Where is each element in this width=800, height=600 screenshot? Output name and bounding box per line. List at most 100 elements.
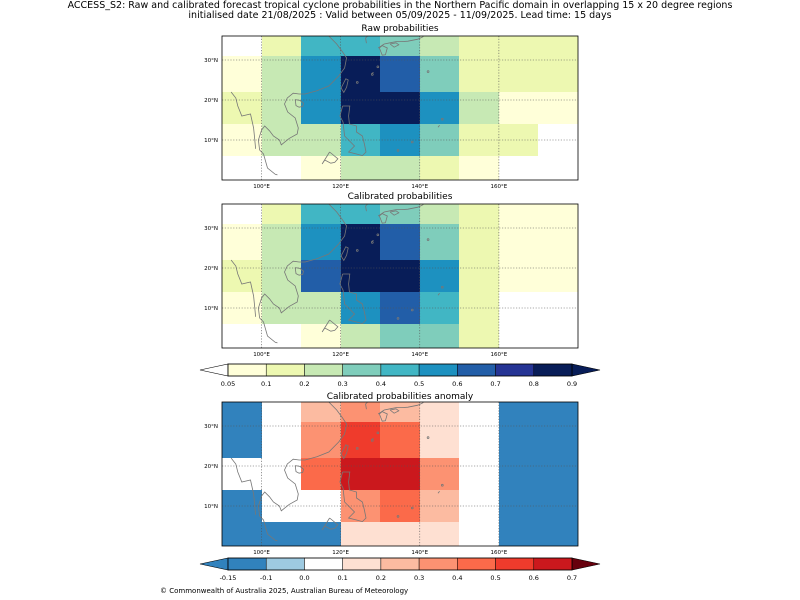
heatmap-cell — [380, 422, 421, 459]
heatmap-cell — [459, 402, 500, 423]
coastline — [321, 517, 339, 531]
heatmap-cell — [459, 458, 500, 491]
coastline — [339, 105, 367, 157]
colorbar-segment — [227, 363, 267, 377]
coastlines — [230, 204, 444, 344]
heatmap-cell — [578, 56, 619, 93]
heatmap-cell — [578, 124, 619, 157]
heatmap-cell — [578, 292, 619, 325]
heatmap-cell — [499, 402, 539, 423]
heatmap-cell — [538, 422, 578, 459]
colorbar-segment — [380, 557, 420, 571]
colorbar-segment — [304, 363, 343, 377]
gridlines — [222, 402, 578, 546]
y-tick-label: 30°N — [204, 58, 218, 64]
y-tick-label: 30°N — [204, 226, 218, 232]
island — [396, 515, 400, 518]
colorbar-tick-label: 0.1 — [337, 574, 347, 582]
x-tick-label: 140°E — [411, 184, 428, 190]
heatmap-cell — [538, 36, 578, 57]
heatmap-cell — [499, 324, 539, 348]
heatmap-cell — [262, 422, 302, 459]
heatmap-cell — [459, 292, 500, 325]
island — [396, 149, 400, 152]
coastline — [257, 204, 348, 344]
colorbar-tick-label: 0.7 — [567, 574, 577, 582]
colorbar-segment — [380, 363, 420, 377]
heatmap-cell — [222, 324, 263, 348]
heatmap-cell — [578, 402, 619, 423]
coastline — [294, 99, 304, 108]
heatmap-cell — [301, 92, 342, 125]
heatmap-cell — [262, 458, 302, 491]
y-tick-label: 20°N — [204, 464, 218, 470]
heatmap-cell — [301, 36, 342, 57]
island — [371, 73, 374, 76]
coastline — [230, 457, 256, 515]
heatmap-cell — [222, 56, 263, 93]
colorbar-tick-label: 0.3 — [414, 574, 424, 582]
coastline — [365, 402, 368, 410]
x-tick-label: 100°E — [253, 550, 270, 556]
y-tick-label: 10°N — [204, 504, 218, 510]
colorbar-over-arrow — [571, 363, 601, 377]
heatmap-cell — [222, 204, 263, 225]
colorbar-frame — [227, 363, 573, 377]
heatmap-cell — [459, 422, 500, 459]
heatmap-cell — [380, 156, 421, 180]
heatmap-cell — [222, 402, 263, 423]
colorbar-tick-label: 0.8 — [529, 380, 539, 388]
heatmap-cell — [420, 490, 460, 523]
colorbar-tick-label: 0.6 — [529, 574, 539, 582]
heatmap-cell — [578, 204, 619, 225]
coastline — [389, 210, 400, 216]
heatmap-cell — [380, 490, 421, 523]
heatmap-cell — [380, 402, 421, 423]
x-tick-label: 160°E — [491, 352, 508, 358]
coastline — [339, 273, 367, 325]
heatmap-cell — [262, 92, 302, 125]
heatmap-cell — [341, 324, 381, 348]
heatmap-cell — [341, 156, 381, 180]
heatmap-cell — [222, 224, 263, 261]
coastline — [437, 490, 440, 494]
coastline — [437, 124, 440, 128]
heatmap-cell — [459, 522, 500, 546]
heatmap-cell — [459, 124, 500, 157]
x-tick-label: 140°E — [411, 550, 428, 556]
heatmap-cell — [341, 260, 381, 293]
heatmap-cell — [222, 422, 263, 459]
colorbar-tick-label: -0.1 — [260, 574, 273, 582]
colorbar-tick-label: 0.1 — [261, 380, 271, 388]
heatmap-cell — [420, 522, 460, 546]
heatmap-cell — [499, 224, 539, 261]
map-frame — [221, 401, 579, 547]
x-tick-label: 120°E — [332, 352, 349, 358]
colorbar-segment — [495, 363, 535, 377]
heatmap-cell — [459, 204, 500, 225]
heatmap-cell — [222, 36, 263, 57]
x-tick-label: 160°E — [491, 184, 508, 190]
colorbar-segment — [227, 557, 267, 571]
heatmap-cell — [301, 402, 342, 423]
heatmap-cell — [578, 522, 619, 547]
heatmap-cell — [499, 522, 539, 546]
y-tick-label: 20°N — [204, 98, 218, 104]
panel-title-raw: Raw probabilities — [361, 24, 439, 34]
colorbar-tick-label: 0.5 — [414, 380, 424, 388]
heatmap-cell — [341, 402, 381, 423]
colorbar-tick-label: 0.3 — [337, 380, 347, 388]
heatmap-cell — [578, 458, 619, 491]
colorbar-frame — [227, 557, 573, 571]
heatmap-cell — [538, 458, 578, 491]
island — [441, 285, 444, 289]
heatmap-cell — [459, 56, 500, 93]
coastline — [294, 465, 304, 474]
heatmap-cell — [578, 422, 619, 459]
heatmap-cell — [420, 422, 460, 459]
heatmap-cell — [301, 224, 342, 261]
heatmap-cell — [499, 156, 539, 180]
colorbar-tick-label: 0.4 — [376, 380, 386, 388]
heatmap-cell — [578, 156, 619, 181]
